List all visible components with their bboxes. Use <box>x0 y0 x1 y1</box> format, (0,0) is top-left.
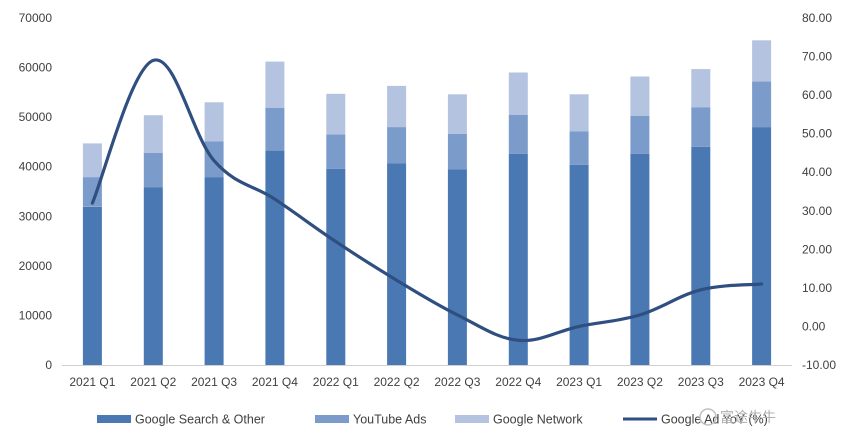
y-right-tick-label: 70.00 <box>802 50 832 64</box>
bars-layer <box>82 40 772 365</box>
bar-youtube-ads-2022-q2 <box>387 127 407 164</box>
bar-youtube-ads-2021-q2 <box>143 152 163 188</box>
bar-google-search-other-2023-q4 <box>752 127 772 365</box>
bar-google-network-2022-q1 <box>326 93 346 135</box>
y-left-tick-label: 70000 <box>19 11 53 25</box>
legend-swatch-youtube-ads <box>315 415 349 423</box>
series-line-google-ad-yoy <box>90 58 764 343</box>
legend-label-google-network: Google Network <box>493 413 583 427</box>
bar-google-network-2022-q2 <box>387 85 407 127</box>
bar-youtube-ads-2022-q4 <box>508 114 528 154</box>
y-left-tick-label: 50000 <box>19 110 53 124</box>
bar-youtube-ads-2023-q2 <box>630 115 650 154</box>
x-tick-label: 2021 Q3 <box>191 375 237 389</box>
bar-google-search-other-2021-q1 <box>82 206 102 365</box>
bar-google-search-other-2021-q4 <box>265 150 285 365</box>
x-tick-label: 2022 Q2 <box>374 375 420 389</box>
bar-google-search-other-2022-q2 <box>387 163 407 365</box>
x-tick-label: 2023 Q1 <box>556 375 602 389</box>
legend-label-youtube-ads: YouTube Ads <box>353 413 426 427</box>
bar-google-search-other-2022-q1 <box>326 168 346 365</box>
y-left-tick-label: 0 <box>45 358 52 372</box>
x-tick-label: 2021 Q2 <box>130 375 176 389</box>
x-tick-label: 2022 Q1 <box>313 375 359 389</box>
bar-google-search-other-2021-q2 <box>143 187 163 365</box>
x-tick-label: 2021 Q1 <box>69 375 115 389</box>
watermark-logo-icon <box>699 408 717 426</box>
y-right-tick-label: -10.00 <box>802 358 836 372</box>
bar-google-search-other-2021-q3 <box>204 177 224 365</box>
bar-google-network-2021-q3 <box>204 102 224 142</box>
bar-google-search-other-2022-q4 <box>508 153 528 365</box>
y-right-tick-label: 80.00 <box>802 11 832 25</box>
y-right-tick-label: 60.00 <box>802 88 832 102</box>
bar-google-network-2022-q4 <box>508 72 528 115</box>
legend: Google Search & Other YouTube Ads Google N… <box>97 413 768 427</box>
bar-youtube-ads-2021-q1 <box>82 177 102 207</box>
legend-swatch-google-search-other <box>97 415 131 423</box>
watermark-text: 富途牛牛 <box>720 409 776 426</box>
bar-google-network-2023-q1 <box>569 94 589 132</box>
bar-google-search-other-2022-q3 <box>447 169 467 365</box>
bar-youtube-ads-2023-q4 <box>752 81 772 128</box>
bar-google-network-2023-q3 <box>691 69 711 108</box>
y-right-tick-label: 30.00 <box>802 204 832 218</box>
bar-youtube-ads-2023-q3 <box>691 107 711 147</box>
bar-google-network-2021-q2 <box>143 115 163 153</box>
y-right-tick-label: 40.00 <box>802 165 832 179</box>
bar-youtube-ads-2022-q3 <box>447 134 467 170</box>
bar-google-search-other-2023-q2 <box>630 153 650 365</box>
watermark: 富途牛牛 <box>699 408 776 426</box>
axes-layer: 0 10000 20000 30000 40000 50000 60000 70000 -10.… <box>19 11 837 389</box>
x-tick-label: 2023 Q3 <box>678 375 724 389</box>
legend-label-google-ad-yoy: Google Ad YoY (%) <box>661 413 768 427</box>
bar-google-network-2021-q1 <box>82 143 102 178</box>
bar-google-search-other-2023-q1 <box>569 164 589 365</box>
bar-youtube-ads-2022-q1 <box>326 134 346 169</box>
y-left-tick-label: 40000 <box>19 160 53 174</box>
bar-youtube-ads-2023-q1 <box>569 131 589 165</box>
bar-google-search-other-2023-q3 <box>691 146 711 365</box>
x-tick-label: 2023 Q4 <box>739 375 785 389</box>
x-tick-label: 2023 Q2 <box>617 375 663 389</box>
y-left-tick-label: 10000 <box>19 308 53 322</box>
x-tick-label: 2022 Q3 <box>434 375 480 389</box>
legend-swatch-google-network <box>455 415 489 423</box>
bar-google-network-2022-q3 <box>447 94 467 134</box>
y-left-tick-label: 20000 <box>19 259 53 273</box>
bar-youtube-ads-2021-q4 <box>265 107 285 151</box>
legend-label-google-search-other: Google Search & Other <box>135 413 265 427</box>
x-tick-label: 2021 Q4 <box>252 375 298 389</box>
y-left-tick-label: 60000 <box>19 61 53 75</box>
y-right-tick-label: 20.00 <box>802 242 832 256</box>
bar-google-network-2023-q2 <box>630 76 650 116</box>
x-tick-label: 2022 Q4 <box>495 375 541 389</box>
y-right-tick-label: 50.00 <box>802 127 832 141</box>
bar-google-network-2021-q4 <box>265 61 285 108</box>
y-left-tick-label: 30000 <box>19 209 53 223</box>
y-right-tick-label: 10.00 <box>802 281 832 295</box>
bar-google-network-2023-q4 <box>752 40 772 82</box>
y-right-tick-label: 0.00 <box>802 319 826 333</box>
